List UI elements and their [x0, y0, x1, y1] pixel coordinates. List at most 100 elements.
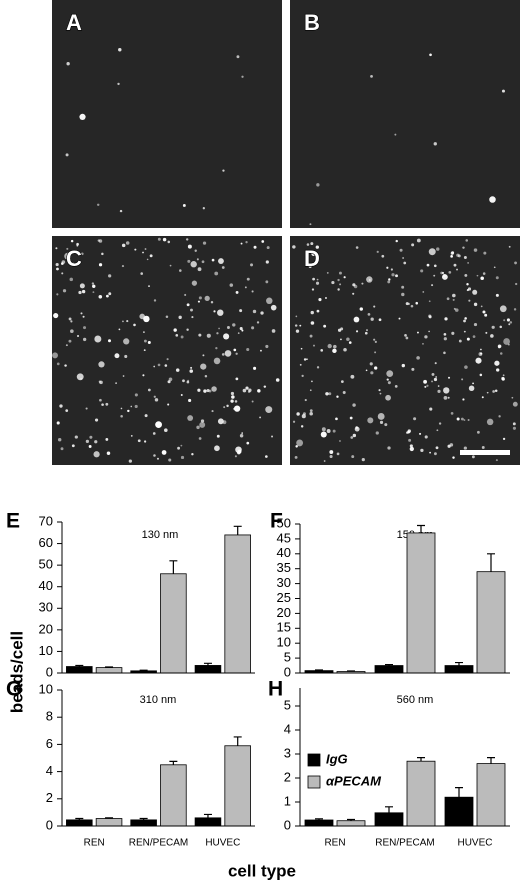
bead-spot	[486, 418, 494, 426]
bead-spot	[489, 196, 496, 203]
bead-spot	[190, 308, 193, 312]
bead-spot	[241, 432, 243, 435]
y-tick-label: 4	[284, 721, 291, 736]
bead-spot	[79, 283, 85, 289]
y-tick-label: 50	[39, 557, 53, 572]
bead-spot	[241, 75, 244, 78]
bead-spot	[326, 429, 331, 433]
bead-spot	[92, 284, 96, 288]
bead-spot	[153, 454, 156, 457]
bead-spot	[57, 437, 62, 442]
bead-spot	[339, 283, 342, 286]
bead-spot	[447, 444, 451, 448]
bead-spot	[252, 309, 257, 314]
x-tick-label: REN	[324, 838, 345, 849]
bead-spot	[271, 329, 276, 333]
y-tick-label: 2	[46, 790, 53, 805]
bead-spot	[98, 263, 103, 267]
error-bar	[385, 806, 393, 813]
bead-spot	[301, 374, 304, 378]
chart-title: 130 nm	[142, 529, 179, 541]
bead-spot	[133, 323, 136, 327]
bead-spot	[229, 283, 234, 287]
bead-spot	[429, 53, 432, 57]
bead-spot	[92, 291, 95, 294]
bead-spot	[213, 357, 221, 365]
bead-spot	[300, 425, 304, 428]
bead-spot	[328, 392, 332, 396]
bead-spot	[323, 460, 326, 462]
bead-spot	[354, 426, 360, 432]
bead-spot	[462, 398, 465, 401]
bead-spot	[80, 312, 83, 315]
bead-spot	[452, 456, 455, 459]
bead-spot	[214, 271, 219, 276]
bead-spot	[189, 369, 194, 373]
panel-letter: G	[6, 678, 22, 701]
bead-spot	[395, 239, 398, 243]
bead-spot	[251, 326, 255, 330]
bead-spot	[500, 352, 503, 355]
bead-spot	[478, 352, 483, 356]
bead-spot	[117, 82, 120, 86]
bead-spot	[230, 399, 234, 403]
bead-spot	[352, 283, 356, 287]
y-tick-label: 2	[284, 769, 291, 784]
error-bar	[347, 670, 355, 672]
bar	[406, 532, 436, 674]
bead-spot	[210, 301, 214, 304]
bead-spot	[140, 272, 144, 275]
bead-spot	[251, 400, 254, 403]
y-tick-label: 0	[46, 664, 53, 679]
bead-spot	[443, 396, 448, 400]
bead-spot	[464, 365, 468, 369]
bead-spot	[404, 334, 407, 337]
bead-spot	[386, 378, 389, 381]
bead-spot	[463, 319, 466, 323]
bead-spot	[304, 398, 307, 402]
bead-spot	[332, 348, 337, 354]
bead-spot	[118, 48, 122, 52]
bead-spot	[444, 317, 448, 321]
bead-spot	[450, 255, 453, 258]
bead-spot	[202, 207, 205, 210]
bar	[66, 666, 93, 674]
bead-spot	[237, 449, 242, 454]
bead-spot	[498, 415, 501, 418]
bead-spot	[456, 253, 460, 257]
bead-spot	[76, 373, 84, 381]
error-bar	[203, 813, 212, 818]
bead-spot	[204, 375, 208, 378]
bead-spot	[416, 238, 421, 243]
bead-spot	[346, 337, 350, 342]
bead-spot	[180, 393, 183, 396]
bead-spot	[299, 363, 302, 366]
error-bar	[347, 818, 355, 821]
bead-spot	[242, 388, 247, 393]
bead-spot	[61, 272, 64, 275]
bead-spot	[435, 446, 439, 450]
error-bar	[315, 669, 323, 671]
bead-spot	[292, 245, 296, 249]
bead-spot	[221, 353, 225, 356]
bead-spot	[61, 260, 66, 264]
bead-spot	[309, 409, 313, 413]
bead-spot	[244, 286, 247, 289]
bead-spot	[122, 375, 125, 377]
bead-spot	[196, 258, 199, 261]
bead-spot	[217, 309, 224, 316]
bead-spot	[261, 240, 265, 243]
bead-spot	[318, 298, 322, 302]
bead-spot	[154, 398, 159, 402]
bead-spot	[407, 429, 411, 433]
bead-spot	[94, 440, 98, 444]
bead-spot	[237, 332, 240, 334]
bead-spot	[127, 409, 130, 413]
bead-spot	[70, 239, 74, 243]
bead-spot	[187, 379, 190, 382]
bead-spot	[316, 183, 320, 187]
y-tick-label: 60	[39, 535, 53, 550]
bead-spot	[473, 248, 478, 252]
bead-spot	[374, 340, 377, 344]
bead-spot	[119, 209, 123, 213]
